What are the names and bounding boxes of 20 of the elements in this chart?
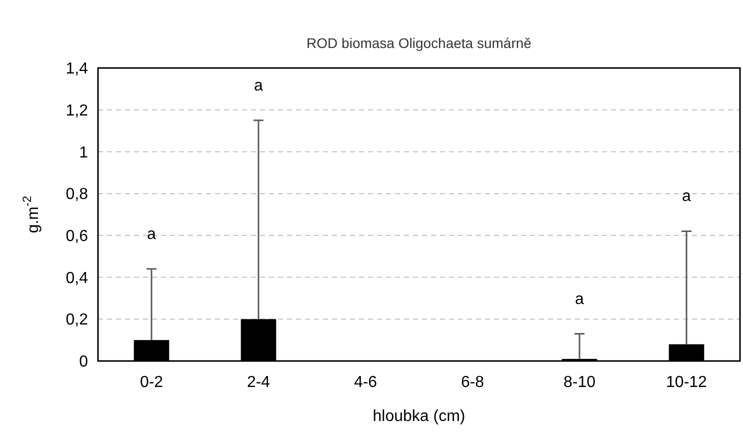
y-tick-label: 1,2 [66, 102, 88, 120]
x-tick-label: 4-6 [354, 374, 378, 391]
x-tick-label: 8-10 [563, 374, 596, 391]
annotation: a [575, 290, 584, 308]
y-tick-label: 0,8 [66, 186, 88, 204]
chart-title: ROD biomasa Oligochaeta sumárně [306, 35, 532, 51]
x-tick-label: 0-2 [140, 374, 164, 391]
x-axis-title: hloubka (cm) [372, 408, 466, 425]
y-tick-label: 0,2 [66, 312, 88, 329]
x-tick-label: 2-4 [246, 374, 270, 391]
annotation: a [147, 226, 156, 243]
y-tick-label: 1 [79, 144, 88, 162]
y-tick-label: 0,4 [66, 270, 88, 287]
y-tick-label: 0 [79, 354, 88, 371]
annotation: a [254, 77, 264, 94]
y-tick-label: 0,6 [66, 228, 88, 246]
annotation: a [682, 188, 692, 206]
x-tick-label: 10-12 [666, 374, 708, 391]
x-tick-label: 6-8 [460, 374, 484, 391]
y-tick-label: 1,4 [66, 60, 88, 78]
